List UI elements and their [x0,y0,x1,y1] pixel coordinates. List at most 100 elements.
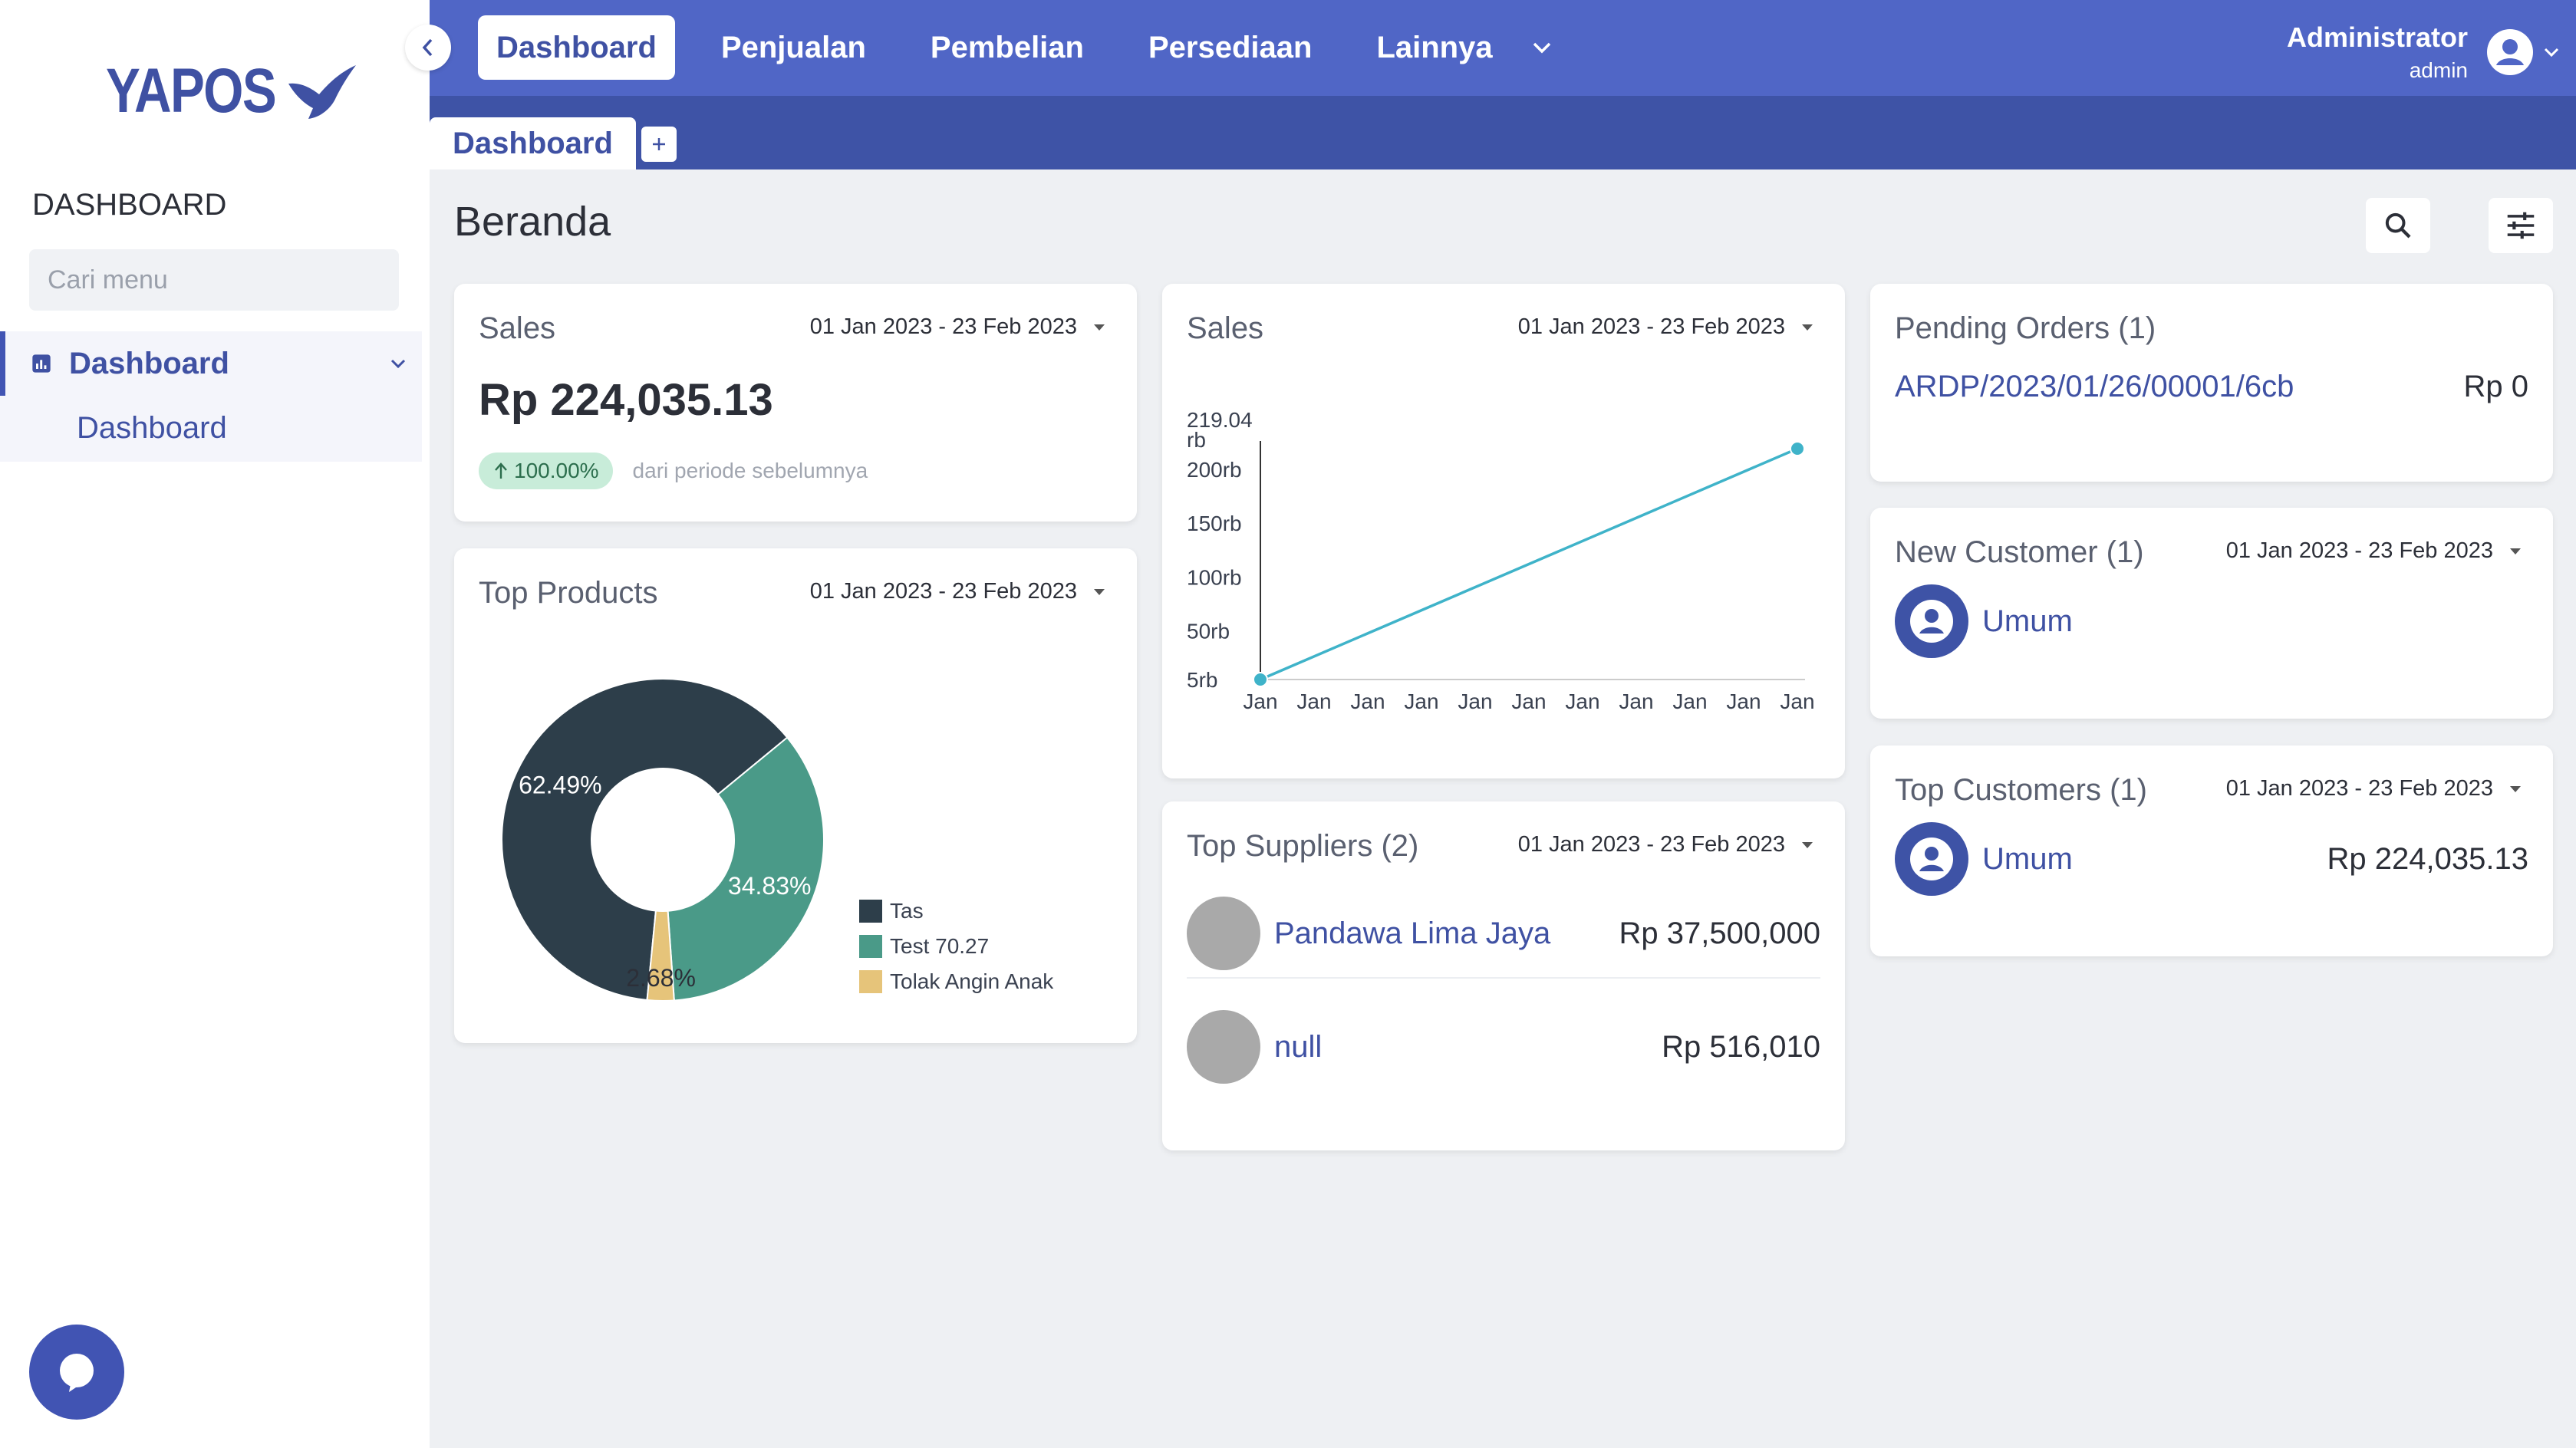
data-point[interactable] [1790,441,1805,456]
chevron-down-icon[interactable] [1531,41,1553,54]
date-range-text: 01 Jan 2023 - 23 Feb 2023 [2225,776,2493,801]
date-range-text: 01 Jan 2023 - 23 Feb 2023 [2225,538,2493,563]
legend-swatch [859,935,882,958]
card-title: Pending Orders (1) [1895,311,2156,345]
active-indicator [0,331,5,396]
growth-badge: 100.00% [479,452,613,489]
x-tick-label: Jan [1672,689,1707,713]
sidebar: YAPOS DASHBOARD Dashboard Dashboard [0,0,430,1448]
y-tick-label: 5rb [1187,668,1217,692]
growth-text: dari periode sebelumnya [632,459,868,482]
y-tick-label: 150rb [1187,512,1242,535]
tab-bar [430,96,2576,169]
sales-total: Rp 224,035.13 [479,375,773,425]
supplier-name-link[interactable]: null [1274,1029,1323,1064]
legend-label: Tas [890,899,924,923]
y-tick-label: 100rb [1187,565,1242,589]
chart-icon [32,354,51,373]
date-range-picker[interactable]: 01 Jan 2023 - 23 Feb 2023 [810,314,1105,340]
x-tick-label: Jan [1243,689,1277,713]
slice-label: 62.49% [519,772,602,799]
donut-slice[interactable] [501,678,789,1002]
sidebar-menu-dashboard: Dashboard Dashboard [0,331,422,462]
top-products-card: Top Products 01 Jan 2023 - 23 Feb 2023 6… [454,548,1137,1043]
sidebar-item-label: Dashboard [69,346,229,380]
date-range-text: 01 Jan 2023 - 23 Feb 2023 [1517,832,1785,857]
legend-item[interactable]: Tas [859,893,1053,929]
date-range-picker[interactable]: 01 Jan 2023 - 23 Feb 2023 [2226,538,2521,564]
sales-line [1260,447,1798,681]
sidebar-item-dashboard[interactable]: Dashboard [31,341,407,387]
chevron-down-icon[interactable] [2543,47,2560,58]
brand-logo[interactable]: YAPOS [106,55,359,127]
chat-bubble-icon [60,1354,94,1392]
top-products-donut-chart: 62.49% 34.83% 2.68% [501,678,825,1002]
filter-settings-button[interactable] [2489,198,2553,253]
caret-down-icon [1094,588,1105,595]
legend-item[interactable]: Test 70.27 [859,929,1053,964]
nav-persediaan[interactable]: Persediaan [1148,30,1313,64]
supplier-name-link[interactable]: Pandawa Lima Jaya [1274,916,1551,950]
sidebar-subitem-dashboard[interactable]: Dashboard [77,411,227,445]
new-customer-card: New Customer (1) 01 Jan 2023 - 23 Feb 20… [1870,508,2553,719]
nav-lainnya[interactable]: Lainnya [1376,30,1493,64]
user-role: admin [2409,58,2468,82]
card-title: New Customer (1) [1895,535,2144,569]
x-tick-label: Jan [1726,689,1761,713]
chart-legend: Tas Test 70.27 Tolak Angin Anak [859,893,1053,999]
x-tick-label: Jan [1296,689,1331,713]
pending-orders-card: Pending Orders (1) ARDP/2023/01/26/00001… [1870,284,2553,482]
collapse-sidebar-button[interactable] [405,25,451,71]
menu-search-input[interactable] [48,265,387,295]
slice-label: 2.68% [626,964,696,992]
date-range-picker[interactable]: 01 Jan 2023 - 23 Feb 2023 [2226,776,2521,801]
date-range-picker[interactable]: 01 Jan 2023 - 23 Feb 2023 [1518,832,1813,857]
user-info: Administrator admin [2287,21,2468,83]
search-button[interactable] [2366,198,2430,253]
chevron-left-icon [422,38,433,57]
chevron-down-icon[interactable] [390,358,407,369]
nav-pembelian[interactable]: Pembelian [930,30,1084,64]
user-menu[interactable]: Administrator admin [2282,14,2574,90]
tab-dashboard[interactable]: Dashboard [430,117,636,169]
legend-item[interactable]: Tolak Angin Anak [859,964,1053,999]
customer-name-link[interactable]: Umum [1982,604,2073,638]
supplier-amount: Rp 516,010 [1662,1029,1820,1064]
supplier-row: Pandawa Lima Jaya Rp 37,500,000 [1187,890,1820,979]
donut-slice[interactable] [646,910,675,1002]
x-tick-label: Jan [1350,689,1385,713]
date-range-picker[interactable]: 01 Jan 2023 - 23 Feb 2023 [1518,314,1813,340]
caret-down-icon [1802,324,1813,331]
order-code-link[interactable]: ARDP/2023/01/26/00001/6cb [1895,370,2294,403]
x-tick-label: Jan [1458,689,1492,713]
x-tick-label: Jan [1404,689,1438,713]
customer-name-link[interactable]: Umum [1982,841,2073,876]
sales-summary-card: Sales 01 Jan 2023 - 23 Feb 2023 Rp 224,0… [454,284,1137,522]
customer-avatar [1895,584,1968,658]
caret-down-icon [2510,548,2521,555]
card-title: Sales [1187,311,1264,345]
user-name: Administrator [2286,21,2468,53]
data-point[interactable] [1253,672,1268,687]
add-tab-button[interactable] [641,127,677,162]
customer-avatar [1895,822,1968,896]
sidebar-section-title: DASHBOARD [32,188,227,222]
legend-label: Test 70.27 [890,934,990,958]
y-tick-label: 200rb [1187,458,1242,482]
nav-penjualan[interactable]: Penjualan [720,30,866,64]
date-range-picker[interactable]: 01 Jan 2023 - 23 Feb 2023 [810,579,1105,604]
donut-slice[interactable] [667,736,825,1002]
legend-swatch [859,900,882,923]
user-avatar-icon[interactable] [2486,28,2534,76]
plus-icon [653,138,665,150]
supplier-amount: Rp 37,500,000 [1619,916,1820,950]
chat-button[interactable] [29,1325,124,1420]
top-suppliers-card: Top Suppliers (2) 01 Jan 2023 - 23 Feb 2… [1162,801,1845,1150]
caret-down-icon [1094,324,1105,331]
nav-dashboard[interactable]: Dashboard [478,15,675,80]
x-tick-label: Jan [1565,689,1599,713]
menu-search[interactable] [29,249,399,311]
user-icon [1910,600,1953,643]
supplier-row: null Rp 516,010 [1187,1002,1820,1091]
